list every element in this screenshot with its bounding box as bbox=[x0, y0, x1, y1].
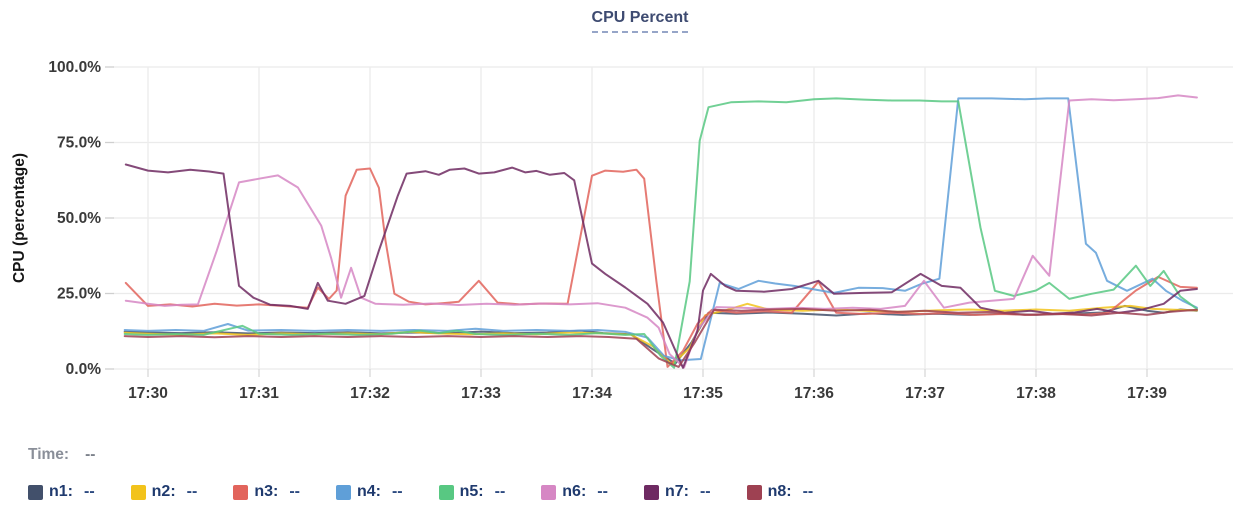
y-tick-label: 75.0% bbox=[57, 135, 101, 152]
series-line-n8 bbox=[123, 307, 1198, 368]
series-line-n7 bbox=[124, 163, 1198, 369]
series-line-n5 bbox=[123, 97, 1198, 369]
legend-swatch-n3 bbox=[233, 484, 249, 500]
legend-label-n8: n8: bbox=[767, 483, 792, 500]
legend-label-n3: n3: bbox=[254, 483, 279, 500]
x-tick-label: 17:33 bbox=[461, 385, 501, 402]
legend-label-n5: n5: bbox=[459, 483, 484, 500]
x-tick-label: 17:32 bbox=[350, 385, 390, 402]
time-label: Time: bbox=[28, 446, 70, 463]
legend-value-n4: -- bbox=[391, 483, 403, 500]
legend-swatch-n1 bbox=[28, 484, 43, 500]
x-tick-label: 17:30 bbox=[128, 385, 168, 402]
legend-value-n5: -- bbox=[494, 483, 506, 500]
cpu-percent-chart: 100.0% 75.0% 50.0% 25.0% 0.0% 17:30 17:31 17:32… bbox=[11, 59, 1233, 402]
legend-value-n2: -- bbox=[186, 483, 198, 500]
legend-swatch-n5 bbox=[438, 484, 454, 500]
legend-value-n7: -- bbox=[699, 483, 711, 500]
legend-swatch-n7 bbox=[643, 484, 659, 500]
legend-value-n8: -- bbox=[802, 483, 814, 500]
legend-item-n4[interactable]: n4: -- bbox=[335, 483, 403, 501]
legend-value-n6: -- bbox=[597, 483, 608, 500]
legend-value-n1: -- bbox=[84, 483, 95, 500]
legend-item-n1[interactable]: n1: -- bbox=[28, 483, 95, 501]
x-tick-label: 17:34 bbox=[572, 385, 612, 402]
x-tick-label: 17:31 bbox=[239, 385, 279, 402]
legend-swatch-n6 bbox=[541, 484, 557, 500]
x-tick-label: 17:37 bbox=[905, 385, 945, 402]
y-axis-title: CPU (percentage) bbox=[11, 153, 28, 283]
x-tick-label: 17:35 bbox=[683, 385, 723, 402]
legend-swatch-n2 bbox=[130, 484, 146, 500]
y-tick-label: 50.0% bbox=[57, 210, 101, 227]
x-tick-label: 17:39 bbox=[1127, 385, 1167, 402]
legend-item-n7[interactable]: n7: -- bbox=[643, 483, 711, 501]
y-tick-label: 25.0% bbox=[57, 286, 101, 303]
time-value: -- bbox=[85, 446, 96, 463]
legend-item-n6[interactable]: n6: -- bbox=[541, 483, 608, 501]
legend-label-n2: n2: bbox=[151, 483, 176, 500]
y-tick-label: 100.0% bbox=[48, 59, 101, 76]
series-legend: n1: -- n2: -- n3: -- n4: -- n5: -- n6: -- n7: -- n8: -- bbox=[28, 483, 849, 501]
x-tick-label: 17:36 bbox=[794, 385, 834, 402]
legend-label-n4: n4: bbox=[356, 483, 381, 500]
legend-swatch-n8 bbox=[746, 484, 762, 500]
legend-swatch-n4 bbox=[335, 484, 351, 500]
series-line-n3 bbox=[124, 167, 1198, 368]
legend-item-n8[interactable]: n8: -- bbox=[746, 483, 814, 501]
legend-item-n2[interactable]: n2: -- bbox=[130, 483, 198, 501]
series-line-n6 bbox=[124, 94, 1198, 369]
chart-header: CPU Percent bbox=[0, 9, 1254, 33]
x-tick-label: 17:38 bbox=[1016, 385, 1056, 402]
series-line-n4 bbox=[123, 97, 1198, 362]
legend-label-n6: n6: bbox=[562, 483, 587, 500]
legend-label-n1: n1: bbox=[49, 483, 73, 500]
time-readout-row: Time: -- bbox=[28, 446, 95, 464]
y-tick-label: 0.0% bbox=[66, 361, 102, 378]
legend-value-n3: -- bbox=[289, 483, 300, 500]
chart-title[interactable]: CPU Percent bbox=[591, 9, 689, 33]
legend-item-n3[interactable]: n3: -- bbox=[233, 483, 300, 501]
legend-item-n5[interactable]: n5: -- bbox=[438, 483, 506, 501]
legend-label-n7: n7: bbox=[664, 483, 689, 500]
